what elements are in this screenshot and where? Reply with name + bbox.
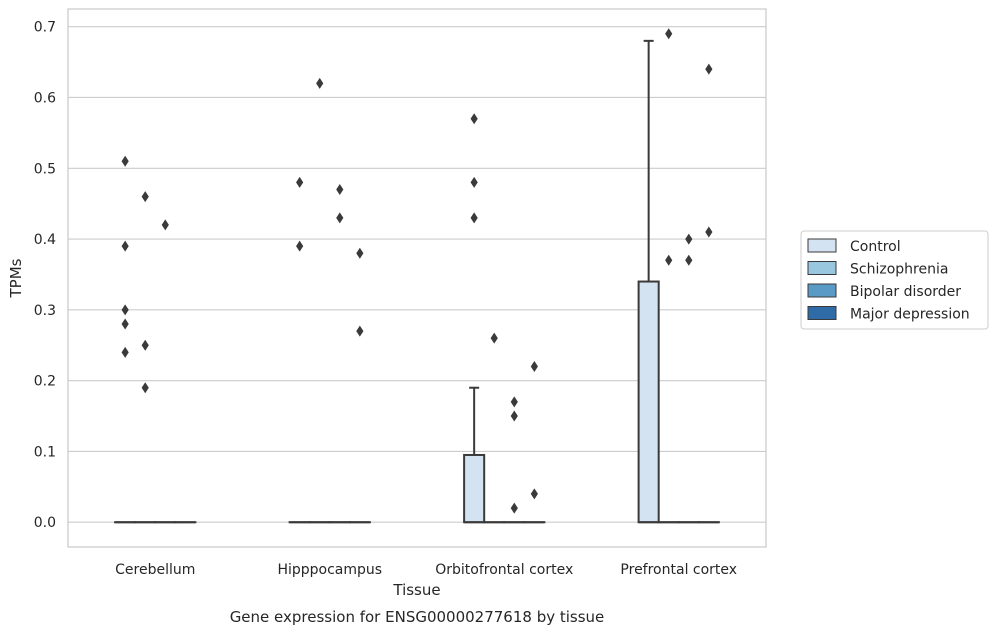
box	[463, 453, 486, 524]
chart-caption: Gene expression for ENSG00000277618 by t…	[230, 608, 605, 626]
y-tick-label: 0.4	[34, 232, 56, 248]
y-tick-label: 0.0	[34, 515, 56, 531]
box	[637, 280, 660, 524]
box-group	[288, 176, 311, 524]
legend-label: Major depression	[850, 307, 970, 323]
outlier-point	[665, 254, 673, 266]
box-group	[348, 247, 371, 524]
y-tick-label: 0.2	[34, 374, 56, 390]
y-tick-label: 0.6	[34, 90, 56, 106]
outlier-point	[356, 247, 364, 259]
outlier-point	[685, 233, 693, 245]
box-group	[328, 184, 351, 524]
box-group	[523, 360, 546, 524]
box-group	[154, 219, 177, 524]
y-tick-label: 0.7	[34, 20, 56, 36]
legend-swatch	[807, 306, 837, 320]
outlier-point	[530, 360, 538, 372]
outlier-point	[665, 28, 673, 40]
outlier-point	[470, 176, 478, 188]
x-axis-ticks: Cerebellum Hipppocampus Orbitofrontal cort…	[115, 562, 737, 578]
outlier-point	[296, 240, 304, 252]
outlier-point	[141, 191, 149, 203]
y-tick-label: 0.3	[34, 303, 56, 319]
box-group	[463, 113, 486, 524]
outlier-point	[510, 410, 518, 422]
outlier-point	[470, 113, 478, 125]
legend: Control Schizophrenia Bipolar disorder Majo…	[800, 230, 989, 330]
x-tick-label: Orbitofrontal cortex	[435, 562, 573, 578]
box-group	[677, 233, 700, 524]
outlier-point	[161, 219, 169, 231]
y-axis-label: TPMs	[7, 258, 25, 298]
outlier-point	[316, 77, 324, 89]
outlier-point	[121, 240, 129, 252]
outlier-point	[356, 325, 364, 337]
outlier-point	[705, 226, 713, 238]
box-group	[637, 39, 660, 524]
box-group	[503, 396, 526, 524]
outlier-point	[296, 176, 304, 188]
outlier-point	[530, 488, 538, 500]
x-tick-label: Hipppocampus	[277, 562, 382, 578]
grid-lines	[68, 26, 766, 523]
legend-label: Schizophrenia	[850, 262, 948, 278]
outlier-point	[510, 502, 518, 514]
y-tick-label: 0.5	[34, 161, 56, 177]
outlier-point	[121, 346, 129, 358]
outlier-point	[470, 212, 478, 224]
legend-frame	[800, 230, 989, 330]
outlier-point	[141, 339, 149, 351]
box-group	[697, 63, 720, 524]
y-tick-label: 0.1	[34, 444, 56, 460]
x-axis-label: Tissue	[392, 581, 440, 599]
outlier-point	[121, 304, 129, 316]
x-tick-label: Prefrontal cortex	[620, 562, 737, 578]
outlier-point	[336, 212, 344, 224]
y-axis-ticks: 0.0 0.1 0.2 0.3 0.4 0.5 0.6 0.7	[34, 20, 56, 532]
outlier-point	[510, 396, 518, 408]
outlier-point	[705, 63, 713, 75]
box-group	[483, 332, 506, 524]
box-group	[308, 77, 331, 524]
legend-swatch	[807, 261, 837, 275]
box-group	[657, 28, 680, 524]
outlier-point	[685, 254, 693, 266]
outlier-point	[141, 382, 149, 394]
outlier-point	[490, 332, 498, 344]
box-plot-boxes	[114, 28, 720, 524]
plot-frame	[67, 8, 767, 548]
x-tick-label: Cerebellum	[115, 562, 195, 578]
box-group	[114, 155, 137, 524]
legend-label: Bipolar disorder	[850, 284, 961, 300]
box-group	[134, 191, 157, 524]
legend-swatch	[807, 238, 837, 253]
outlier-point	[121, 155, 129, 167]
outlier-point	[336, 184, 344, 196]
outlier-point	[121, 318, 129, 330]
legend-label: Control	[850, 239, 901, 255]
legend-swatch	[807, 283, 837, 298]
